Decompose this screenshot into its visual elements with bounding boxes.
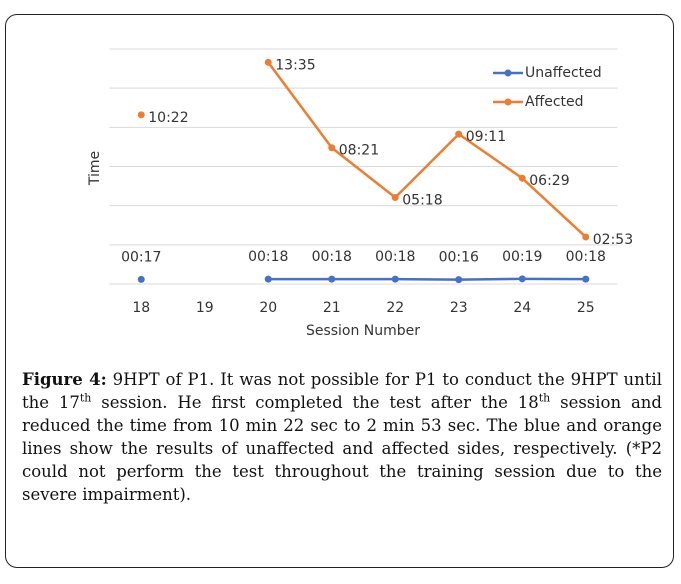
data-label: 00:18 [312,249,352,265]
data-label: 08:21 [339,143,379,159]
data-label: 06:29 [529,173,569,189]
data-label: 00:19 [502,249,542,265]
data-label: 09:11 [466,129,506,145]
series-line [267,61,587,238]
superscript: th [538,391,551,405]
superscript: th [79,391,92,405]
data-point [455,130,463,138]
data-label: 13:35 [275,57,315,73]
y-axis-title: Time [87,151,103,186]
caption-text: session and reduced the time from 10 min… [22,393,662,504]
x-axis-title: Session Number [306,323,420,339]
caption: Figure 4: 9HPT of P1. It was not possibl… [22,368,662,506]
data-point [455,276,463,284]
x-tick-label: 25 [577,300,595,316]
legend-label: Affected [525,94,584,110]
x-tick-label: 24 [513,300,531,316]
data-label: 00:17 [121,249,161,265]
data-point [328,275,336,283]
data-point [391,275,399,283]
figure-frame [5,14,674,568]
data-label: 05:18 [402,193,442,209]
data-label: 00:16 [439,250,479,266]
x-tick-label: 18 [132,300,150,316]
data-label: 02:53 [593,232,633,248]
x-tick-label: 21 [323,300,341,316]
data-label: 00:18 [566,249,606,265]
data-label: 00:18 [248,249,288,265]
data-point [518,174,526,182]
data-label: 10:22 [148,110,188,126]
data-point [582,275,590,283]
caption-label: Figure 4: [22,370,107,389]
data-label: 00:18 [375,249,415,265]
data-point [391,194,399,202]
x-tick-label: 19 [196,300,214,316]
data-point [264,58,272,66]
data-point [137,111,145,119]
data-point [328,144,336,152]
data-point [582,233,590,241]
x-tick-label: 20 [259,300,277,316]
data-point [264,275,272,283]
legend-marker [504,69,512,77]
data-point [137,275,145,283]
caption-text: session. He first completed the test aft… [91,393,539,412]
x-tick-label: 22 [386,300,404,316]
data-point [518,275,526,283]
series-line [268,277,586,281]
legend-marker [504,98,512,106]
legend-label: Unaffected [525,65,602,81]
caption-text: 9HPT of P1. It was not possible for P1 t… [22,370,662,412]
x-tick-label: 23 [450,300,468,316]
chart: Time Session Number 18 19 20 21 22 23 24 25 00:1… [87,48,633,339]
